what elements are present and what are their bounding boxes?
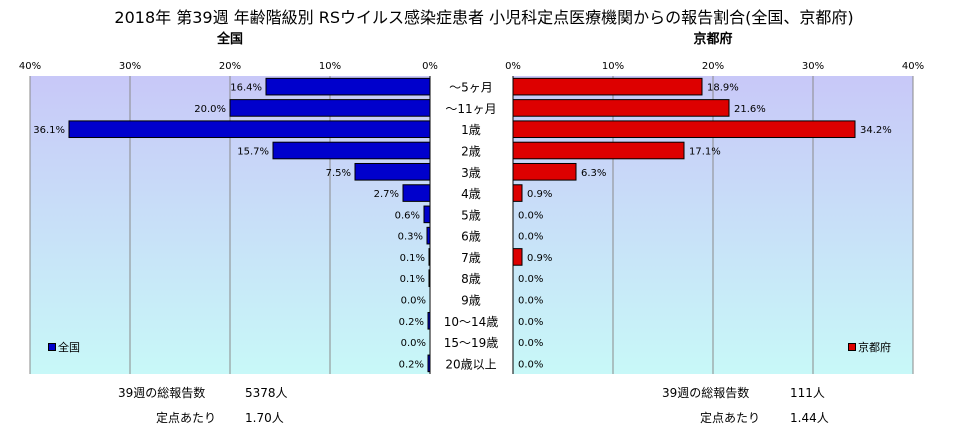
national-legend-swatch [48, 343, 56, 351]
national-per-label: 定点あたり [156, 411, 217, 425]
category-label: 1歳 [461, 123, 481, 137]
national-data-label: 0.1% [400, 274, 425, 285]
national-data-label: 16.4% [230, 83, 262, 94]
national-bar [265, 77, 431, 96]
kyoto-bar [512, 77, 703, 96]
national-bar [427, 311, 431, 330]
kyoto-tick-label: 30% [802, 61, 824, 72]
kyoto-data-label: 0.9% [527, 189, 552, 200]
category-label: 15～19歳 [444, 336, 499, 350]
kyoto-per-label: 定点あたり [700, 411, 761, 425]
category-label: 3歳 [461, 166, 481, 180]
kyoto-legend: 京都府 [848, 339, 891, 355]
kyoto-data-label: 0.0% [518, 317, 543, 328]
kyoto-data-label: 0.0% [518, 338, 543, 349]
national-data-label: 0.0% [401, 296, 426, 307]
national-tick-label: 10% [319, 61, 341, 72]
national-data-label: 0.0% [401, 338, 426, 349]
category-label: 9歳 [461, 294, 481, 308]
kyoto-bar [512, 99, 730, 117]
kyoto-tick-label: 20% [702, 61, 724, 72]
kyoto-data-label: 0.0% [518, 296, 543, 307]
category-label: ～11ヶ月 [445, 102, 496, 116]
national-bar [402, 184, 431, 202]
national-bar [427, 354, 431, 373]
kyoto-total-value: 111人 [790, 386, 825, 400]
kyoto-data-label: 17.1% [689, 147, 721, 158]
national-bar [428, 269, 431, 288]
kyoto-total-label: 39週の総報告数 [662, 386, 750, 400]
national-legend: 全国 [48, 339, 80, 355]
national-panel-title: 全国 [216, 32, 243, 47]
national-total-value: 5378人 [245, 386, 288, 400]
kyoto-data-label: 21.6% [734, 104, 766, 115]
category-label: 5歳 [461, 208, 481, 222]
page-title: 2018年 第39週 年齢階級別 RSウイルス感染症患者 小児科定点医療機関から… [114, 8, 854, 27]
national-tick-label: 0% [422, 61, 438, 72]
national-bar [426, 226, 431, 245]
category-label: ～5ヶ月 [449, 81, 493, 95]
national-tick-label: 40% [19, 61, 41, 72]
kyoto-bar [512, 162, 577, 181]
kyoto-legend-swatch [848, 343, 856, 351]
national-data-label: 0.1% [400, 253, 425, 264]
category-label: 7歳 [461, 251, 481, 265]
kyoto-data-label: 18.9% [707, 83, 739, 94]
kyoto-tick-label: 0% [505, 61, 521, 72]
kyoto-data-label: 34.2% [860, 125, 892, 136]
national-data-label: 7.5% [326, 168, 351, 179]
kyoto-data-label: 0.9% [527, 253, 552, 264]
kyoto-bar [512, 248, 523, 266]
kyoto-per-value: 1.44人 [790, 411, 829, 425]
national-bar [272, 141, 431, 160]
kyoto-data-label: 0.0% [518, 232, 543, 243]
national-legend-label: 全国 [58, 341, 80, 354]
national-data-label: 36.1% [33, 125, 65, 136]
category-label: 6歳 [461, 230, 481, 244]
kyoto-bar [512, 141, 685, 160]
national-tick-label: 30% [119, 61, 141, 72]
national-bar [229, 99, 431, 117]
kyoto-data-label: 6.3% [581, 168, 606, 179]
national-total-label: 39週の総報告数 [118, 386, 206, 400]
national-data-label: 0.2% [399, 317, 424, 328]
national-per-value: 1.70人 [245, 411, 284, 425]
kyoto-bar [512, 120, 856, 139]
kyoto-data-label: 0.0% [518, 274, 543, 285]
kyoto-tick-label: 40% [902, 61, 924, 72]
category-label: 8歳 [461, 272, 481, 286]
national-bar [68, 120, 431, 139]
national-data-label: 2.7% [374, 189, 399, 200]
category-label: 20歳以上 [445, 357, 496, 371]
kyoto-legend-label: 京都府 [858, 341, 891, 354]
national-data-label: 20.0% [194, 104, 226, 115]
national-data-label: 0.2% [399, 359, 424, 370]
national-data-label: 0.6% [395, 210, 420, 221]
category-label: 2歳 [461, 145, 481, 159]
category-label: 10～14歳 [444, 315, 499, 329]
national-data-label: 0.3% [398, 232, 423, 243]
kyoto-data-label: 0.0% [518, 359, 543, 370]
kyoto-data-label: 0.0% [518, 210, 543, 221]
kyoto-tick-label: 10% [602, 61, 624, 72]
national-data-label: 15.7% [237, 147, 269, 158]
national-bar [354, 162, 431, 181]
kyoto-panel-title: 京都府 [693, 32, 733, 47]
national-tick-label: 20% [219, 61, 241, 72]
national-bar [423, 205, 431, 224]
category-label: 4歳 [461, 187, 481, 201]
national-bar [428, 248, 431, 266]
kyoto-bar [512, 184, 523, 202]
